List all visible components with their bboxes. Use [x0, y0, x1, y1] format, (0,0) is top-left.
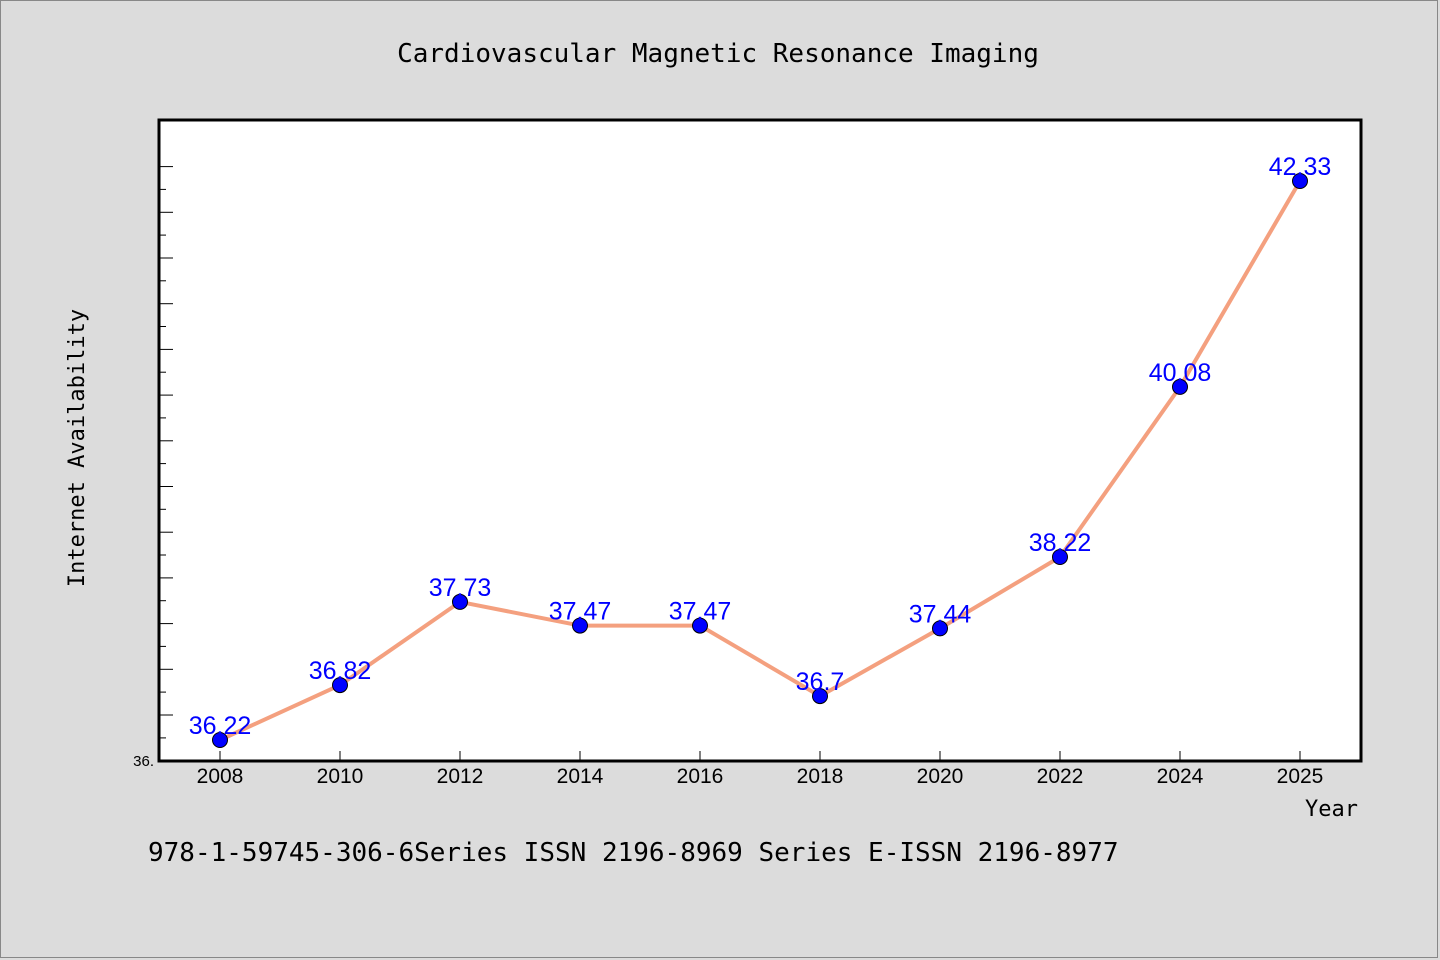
- data-label: 37.44: [909, 600, 972, 628]
- data-point: [1172, 378, 1188, 395]
- data-label: 37.47: [669, 598, 732, 626]
- data-label: 38.22: [1029, 529, 1092, 557]
- x-tick-label: 2020: [917, 765, 964, 788]
- x-axis-ticks: 2008 2010 2012 2014 2016 2018 2020 2022 2024 2025: [197, 751, 1324, 788]
- data-point: [572, 617, 588, 634]
- data-point: [452, 593, 468, 610]
- data-point: [332, 677, 348, 694]
- plot-area: [157, 118, 1363, 763]
- data-point: [692, 617, 708, 634]
- data-label: 40.08: [1149, 359, 1212, 387]
- footer-note: 978-1-59745-306-6Series ISSN 2196-8969 S…: [148, 838, 1119, 868]
- series-layer: 36.22 36.82 37.73 37.47 37.47 36.7 37.44 38.22 4…: [189, 153, 1332, 748]
- x-axis-label: Year: [1305, 797, 1358, 822]
- series-line: [219, 179, 1302, 742]
- data-label: 36.82: [309, 657, 372, 685]
- x-tick-label: 2014: [557, 765, 604, 788]
- data-point: [932, 620, 948, 637]
- y-axis-ticks: [159, 166, 173, 739]
- chart-title: Cardiovascular Magnetic Resonance Imagin…: [397, 39, 1039, 69]
- data-point: [212, 732, 228, 748]
- data-label: 42.33: [1269, 153, 1332, 181]
- data-label: 37.47: [549, 598, 612, 626]
- data-point: [812, 688, 828, 705]
- data-label: 36.22: [189, 712, 252, 740]
- x-tick-label: 2010: [317, 765, 364, 788]
- data-label: 37.73: [429, 574, 492, 602]
- data-point: [1052, 549, 1068, 565]
- x-tick-label: 2018: [797, 765, 844, 788]
- x-tick-label: 2016: [677, 765, 724, 788]
- x-tick-label: 2025: [1277, 765, 1324, 788]
- y-axis-label: Internet Availability: [65, 309, 90, 587]
- x-tick-label: 2012: [437, 765, 484, 788]
- x-tick-label: 2024: [1157, 765, 1204, 788]
- x-tick-label: 2008: [197, 765, 244, 788]
- x-tick-label: 2022: [1037, 765, 1084, 788]
- data-label: 36.7: [796, 668, 845, 696]
- data-point: [1292, 173, 1308, 189]
- y-axis-min-label: 36.: [133, 753, 154, 770]
